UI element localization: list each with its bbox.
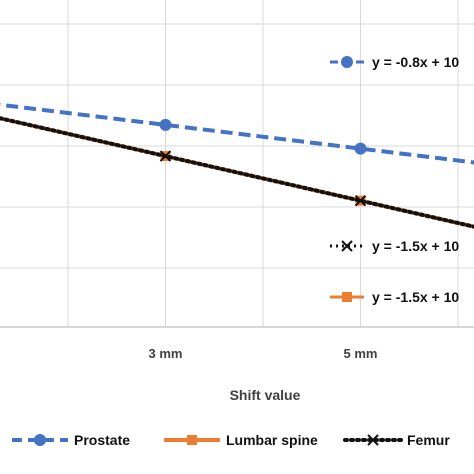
series-line-femur xyxy=(0,116,474,229)
trendline-marker xyxy=(342,292,352,302)
legend-label: Prostate xyxy=(74,432,130,448)
data-point xyxy=(159,118,172,131)
trendline-labels: y = -0.8x + 10 y = -1.5x + 10 y = -1.5x + … xyxy=(330,54,459,305)
trendline-entry: y = -0.8x + 10 xyxy=(330,54,459,70)
data-point xyxy=(354,142,367,155)
legend: Prostate Lumbar spine Femur xyxy=(12,432,450,448)
trendline-equation: y = -0.8x + 10 xyxy=(372,54,459,70)
x-axis-label: Shift value xyxy=(230,387,301,403)
legend-item-femur: Femur xyxy=(343,432,450,448)
legend-marker xyxy=(187,435,197,445)
trendline-entry: y = -1.5x + 10 xyxy=(330,289,459,305)
legend-marker xyxy=(367,434,379,446)
legend-marker xyxy=(34,434,46,446)
legend-item-prostate: Prostate xyxy=(12,432,130,448)
data-point xyxy=(159,150,172,162)
trendline-entry: y = -1.5x + 10 xyxy=(330,238,459,254)
x-tick-label: 3 mm xyxy=(149,346,183,361)
legend-item-lumbar-spine: Lumbar spine xyxy=(164,432,318,448)
gridlines xyxy=(0,0,474,328)
trendline-equation: y = -1.5x + 10 xyxy=(372,238,459,254)
data-point xyxy=(354,194,367,207)
series-layer xyxy=(0,102,474,229)
x-tick-labels: 3 mm 5 mm xyxy=(149,346,378,361)
trendline-equation: y = -1.5x + 10 xyxy=(372,289,459,305)
trendline-marker xyxy=(341,240,353,252)
series-line-lumbar-spine xyxy=(0,116,474,229)
legend-label: Femur xyxy=(407,432,450,448)
x-tick-label: 5 mm xyxy=(344,346,378,361)
trendline-marker xyxy=(341,56,353,68)
series-line-prostate xyxy=(0,102,474,165)
legend-label: Lumbar spine xyxy=(226,432,318,448)
